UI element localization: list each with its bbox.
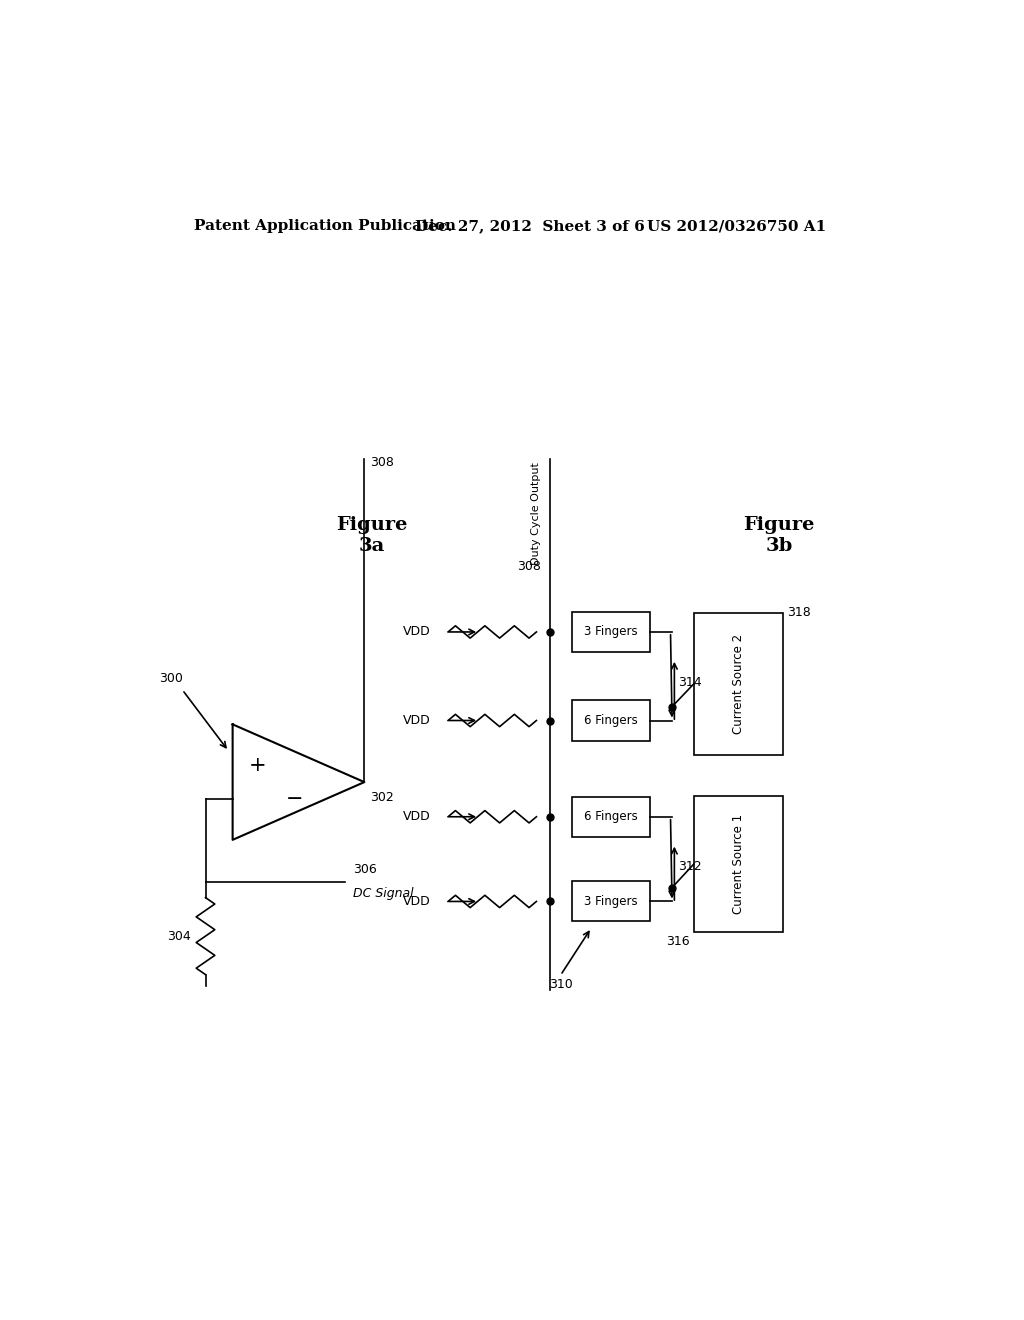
Text: +: + <box>249 755 266 775</box>
Bar <box>572 612 649 652</box>
Bar <box>572 701 649 741</box>
Text: DC Signal: DC Signal <box>352 887 414 900</box>
Text: 3 Fingers: 3 Fingers <box>584 895 638 908</box>
Text: 300: 300 <box>159 672 183 685</box>
Text: 3 Fingers: 3 Fingers <box>584 626 638 639</box>
Text: 318: 318 <box>786 606 811 619</box>
Text: US 2012/0326750 A1: US 2012/0326750 A1 <box>647 219 826 234</box>
Text: VDD: VDD <box>402 895 430 908</box>
Text: 314: 314 <box>678 676 701 689</box>
Text: VDD: VDD <box>402 810 430 824</box>
Text: VDD: VDD <box>402 714 430 727</box>
Bar <box>572 797 649 837</box>
Text: 306: 306 <box>352 863 377 876</box>
Bar <box>572 882 649 921</box>
Text: 308: 308 <box>517 560 541 573</box>
Text: 302: 302 <box>371 791 394 804</box>
Bar <box>693 612 783 755</box>
Text: 304: 304 <box>167 929 190 942</box>
Text: Figure
3b: Figure 3b <box>743 516 815 556</box>
Text: 310: 310 <box>549 978 572 991</box>
Text: −: − <box>286 789 303 809</box>
Text: 312: 312 <box>678 861 701 874</box>
Text: 316: 316 <box>667 935 690 948</box>
Text: Figure
3a: Figure 3a <box>337 516 408 556</box>
Text: Patent Application Publication: Patent Application Publication <box>194 219 456 234</box>
Text: Current Source 1: Current Source 1 <box>732 814 744 915</box>
Text: 6 Fingers: 6 Fingers <box>584 810 638 824</box>
Text: 308: 308 <box>371 455 394 469</box>
Text: Dec. 27, 2012  Sheet 3 of 6: Dec. 27, 2012 Sheet 3 of 6 <box>415 219 644 234</box>
Text: 6 Fingers: 6 Fingers <box>584 714 638 727</box>
Bar <box>693 796 783 932</box>
Text: Current Source 2: Current Source 2 <box>732 634 744 734</box>
Text: Duty Cycle Output: Duty Cycle Output <box>531 462 541 565</box>
Text: VDD: VDD <box>402 626 430 639</box>
